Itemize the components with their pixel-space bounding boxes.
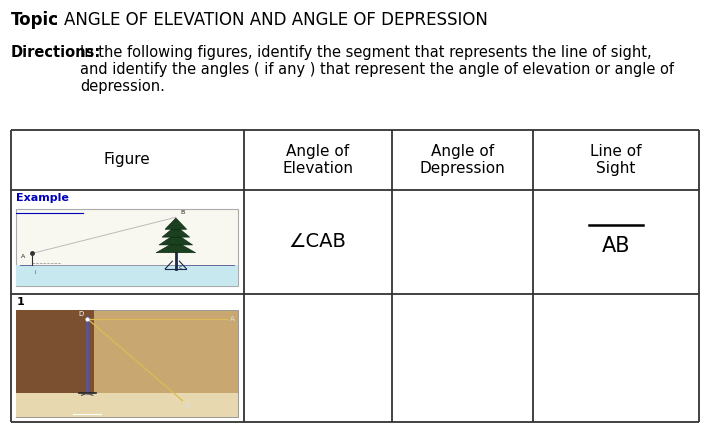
Text: A: A xyxy=(229,316,234,322)
Text: and identify the angles ( if any ) that represent the angle of elevation or angl: and identify the angles ( if any ) that … xyxy=(80,62,674,77)
Text: : ANGLE OF ELEVATION AND ANGLE OF DEPRESSION: : ANGLE OF ELEVATION AND ANGLE OF DEPRES… xyxy=(53,11,488,29)
Polygon shape xyxy=(16,265,238,286)
Text: i: i xyxy=(35,270,36,275)
Text: 1: 1 xyxy=(16,297,24,307)
Polygon shape xyxy=(16,310,94,417)
Text: A: A xyxy=(20,253,25,259)
Polygon shape xyxy=(16,209,238,286)
Text: Directions:: Directions: xyxy=(11,45,101,60)
Text: Angle of
Elevation: Angle of Elevation xyxy=(282,144,353,176)
Text: Topic: Topic xyxy=(11,11,59,29)
Text: Example: Example xyxy=(16,193,69,203)
Text: B: B xyxy=(184,403,189,409)
Text: In the following figures, identify the segment that represents the line of sight: In the following figures, identify the s… xyxy=(80,45,652,60)
Text: Line of
Sight: Line of Sight xyxy=(590,144,642,176)
Polygon shape xyxy=(165,218,186,229)
Polygon shape xyxy=(156,242,196,253)
Text: ∠CAB: ∠CAB xyxy=(289,232,347,251)
Polygon shape xyxy=(162,226,190,237)
Text: depression.: depression. xyxy=(80,79,164,94)
Text: Angle of
Depression: Angle of Depression xyxy=(419,144,505,176)
Text: AB: AB xyxy=(602,236,630,256)
Polygon shape xyxy=(159,233,193,245)
Text: c: c xyxy=(179,265,182,271)
Polygon shape xyxy=(16,393,238,417)
Text: D: D xyxy=(78,311,83,317)
Polygon shape xyxy=(16,310,238,417)
Text: Figure: Figure xyxy=(104,152,150,167)
Text: B: B xyxy=(180,210,184,215)
